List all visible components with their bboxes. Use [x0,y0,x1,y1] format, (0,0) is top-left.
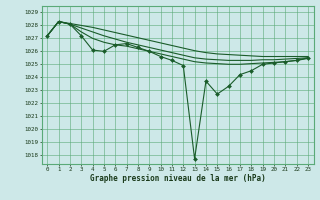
X-axis label: Graphe pression niveau de la mer (hPa): Graphe pression niveau de la mer (hPa) [90,174,266,183]
